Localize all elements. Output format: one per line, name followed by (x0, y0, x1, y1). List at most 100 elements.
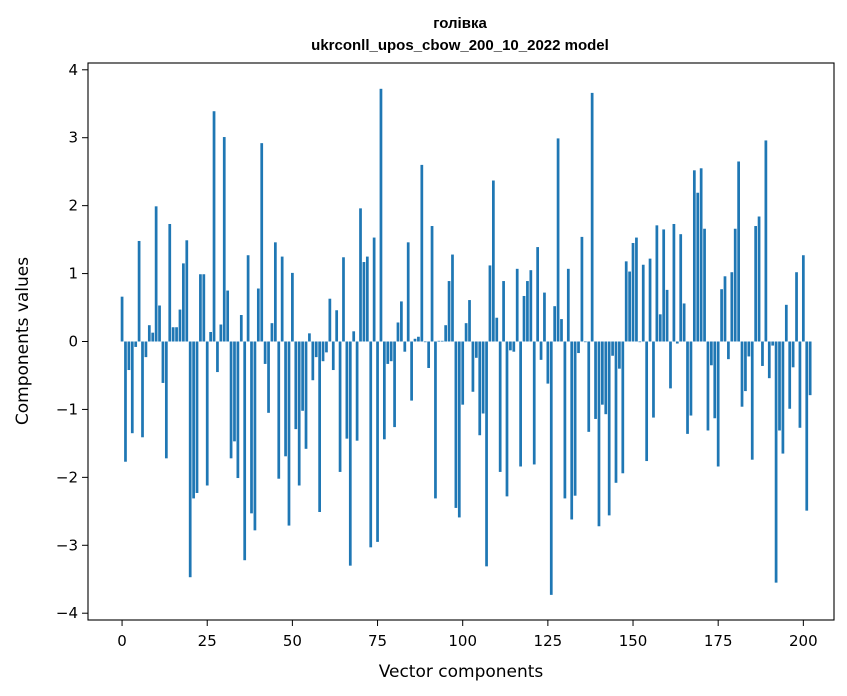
bar-32 (229, 341, 233, 459)
bar-89 (423, 341, 427, 343)
bar-98 (454, 341, 458, 508)
bar-156 (652, 341, 655, 418)
bar-27 (212, 111, 216, 342)
bar-41 (260, 143, 264, 342)
bar-99 (457, 341, 461, 518)
bar-95 (444, 325, 448, 342)
bar-163 (675, 341, 679, 344)
bar-179 (730, 272, 734, 342)
bar-122 (536, 247, 540, 342)
x-axis-ticks: 0 25 50 75 100 125 150 175 200 (117, 620, 818, 650)
y-tick-label: −3 (56, 536, 78, 554)
bar-34 (236, 341, 240, 479)
bar-185 (750, 341, 754, 460)
bar-200 (801, 255, 805, 342)
bar-44 (270, 323, 274, 342)
bar-183 (744, 341, 747, 392)
bar-103 (471, 341, 475, 392)
bar-82 (400, 301, 403, 342)
bar-110 (495, 317, 499, 342)
bar-193 (778, 341, 781, 431)
x-tick-label: 100 (448, 632, 477, 650)
bar-17 (178, 309, 182, 342)
bar-192 (774, 341, 778, 583)
bar-125 (546, 341, 550, 384)
bar-5 (137, 240, 141, 342)
y-tick-label: 3 (68, 129, 78, 147)
y-tick-label: 1 (68, 265, 78, 283)
bar-66 (345, 341, 349, 439)
bar-105 (478, 341, 482, 436)
bar-153 (641, 264, 645, 342)
bar-170 (699, 168, 703, 342)
chart-title-line-1: голівка (433, 15, 487, 32)
bar-55 (308, 333, 311, 342)
bar-35 (239, 315, 243, 342)
bar-69 (355, 341, 359, 441)
bar-37 (246, 255, 250, 342)
bar-93 (437, 340, 441, 342)
bar-59 (321, 341, 325, 362)
bar-186 (754, 226, 758, 342)
bar-97 (451, 254, 454, 342)
bar-130 (563, 341, 567, 499)
bar-84 (406, 242, 410, 342)
bar-117 (519, 341, 522, 467)
bar-23 (199, 274, 202, 342)
bar-172 (706, 341, 710, 431)
bar-18 (182, 263, 185, 342)
bar-114 (509, 341, 512, 351)
bars-group (120, 88, 812, 595)
bar-9 (151, 332, 155, 342)
y-axis-ticks: −4 −3 −2 −1 0 1 2 3 4 (56, 61, 88, 622)
bar-0 (120, 296, 124, 342)
bar-61 (328, 298, 332, 342)
bar-202 (808, 341, 812, 396)
bar-15 (171, 327, 175, 342)
bar-115 (512, 341, 516, 352)
bar-31 (226, 290, 230, 342)
bar-72 (365, 256, 369, 342)
bar-90 (427, 341, 431, 368)
bar-149 (628, 271, 631, 342)
bar-7 (144, 341, 148, 358)
bar-145 (614, 341, 618, 483)
bar-147 (621, 341, 625, 474)
bar-113 (505, 341, 509, 497)
bar-48 (284, 341, 287, 457)
bar-150 (631, 243, 635, 342)
bar-178 (727, 341, 730, 360)
bar-1 (124, 341, 127, 462)
bar-198 (795, 272, 798, 342)
x-tick-label: 50 (283, 632, 302, 650)
bar-136 (583, 341, 587, 343)
bar-64 (338, 341, 342, 472)
bar-19 (185, 240, 189, 342)
bar-143 (607, 341, 611, 516)
bar-148 (624, 261, 628, 342)
bar-46 (277, 341, 281, 479)
bar-14 (168, 223, 172, 342)
bar-146 (618, 341, 621, 369)
bar-112 (502, 281, 505, 342)
bar-119 (526, 281, 529, 342)
bar-175 (716, 341, 720, 467)
chart-title-line-2: ukrconll_upos_cbow_200_10_2022 model (311, 37, 609, 54)
bar-154 (645, 341, 649, 462)
bar-104 (474, 341, 478, 358)
y-tick-label: −4 (56, 604, 78, 622)
bar-13 (164, 341, 168, 459)
bar-133 (573, 341, 577, 496)
bar-67 (348, 341, 352, 566)
bar-181 (737, 161, 740, 342)
bar-101 (464, 323, 468, 342)
bar-6 (141, 341, 144, 438)
bar-94 (440, 340, 444, 342)
bar-120 (529, 270, 533, 342)
bar-86 (413, 338, 417, 342)
bar-152 (638, 341, 642, 343)
bar-128 (556, 138, 560, 342)
bar-108 (488, 265, 492, 342)
bar-73 (369, 341, 373, 548)
